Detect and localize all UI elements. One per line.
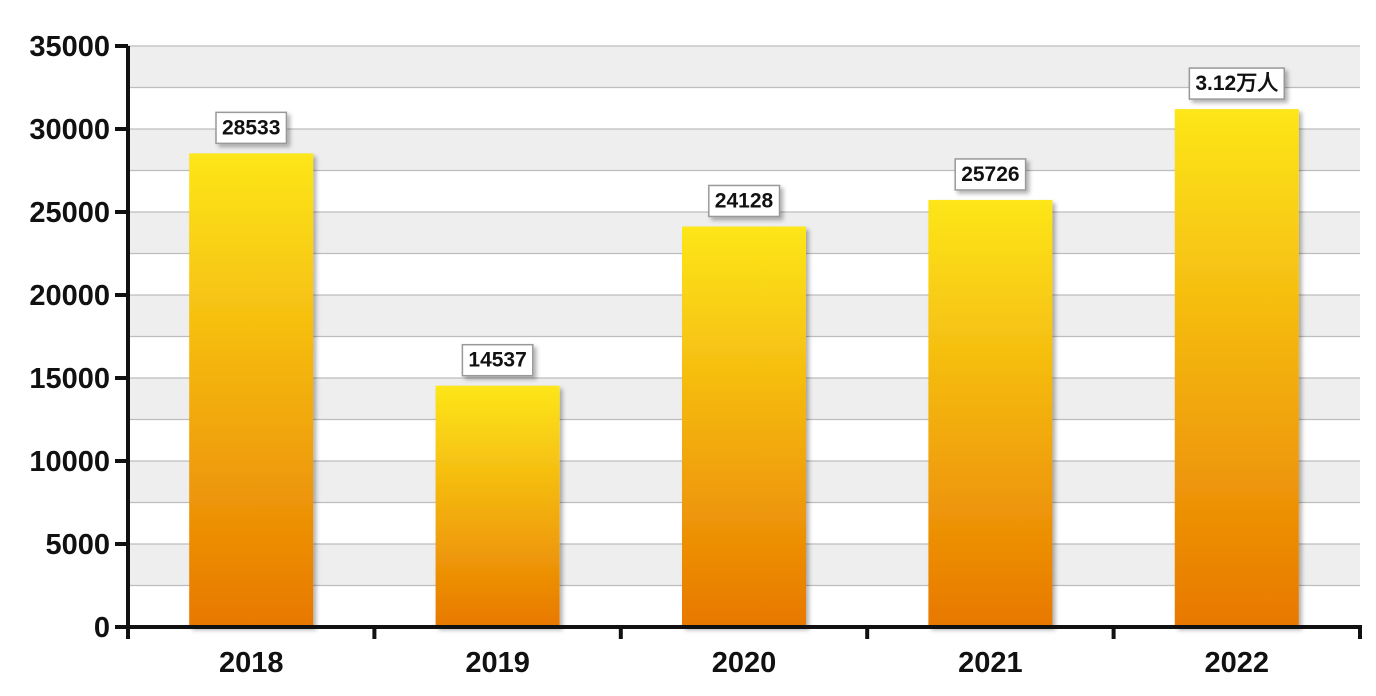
data-label-box [215,111,288,145]
y-tick-label: 25000 [29,197,110,229]
plot-band [128,129,1360,171]
data-label-box [954,158,1027,191]
bar-2020 [682,226,806,627]
y-tick-label: 30000 [29,114,110,146]
data-labels: 28533 14537 24128 25726 3.12万人 [215,67,1285,377]
x-tick-label-2019: 2019 [465,647,530,679]
data-label-2022: 3.12万人 [1188,67,1285,100]
y-tick-label: 5000 [45,529,110,561]
bar-2022 [1174,109,1299,627]
bar-2019 [435,385,560,627]
bar-2018 [189,153,314,627]
data-label-box [461,343,534,377]
data-label-text: 24128 [715,189,774,212]
data-label-text: 3.12万人 [1195,72,1278,95]
x-tick-label-2018: 2018 [219,647,284,679]
y-tick-label: 35000 [29,31,110,63]
data-label-box [708,184,781,218]
data-label-2018: 28533 [215,111,288,145]
x-tick-label-2021: 2021 [958,647,1023,679]
y-tick-label: 10000 [29,446,110,478]
x-tick-label-2022: 2022 [1205,647,1270,679]
data-label-text: 28533 [222,116,280,139]
y-tick-label: 15000 [29,363,110,395]
bar-2021 [928,199,1053,627]
axes: 0 5000 10000 15000 20000 25000 30000 35000 2018 2… [29,31,1362,679]
bar-series [189,109,1299,627]
data-label-box [1188,67,1285,100]
plot-band [128,87,1360,129]
x-tick-label-2020: 2020 [712,647,777,679]
plot-band [128,46,1360,88]
data-label-text: 14537 [468,349,526,372]
data-label-2021: 25726 [954,158,1027,191]
data-label-2019: 14537 [461,343,534,377]
y-tick-label: 0 [94,612,110,644]
data-label-text: 25726 [961,163,1019,186]
y-tick-label: 20000 [29,280,110,312]
data-label-2020: 24128 [708,184,781,218]
